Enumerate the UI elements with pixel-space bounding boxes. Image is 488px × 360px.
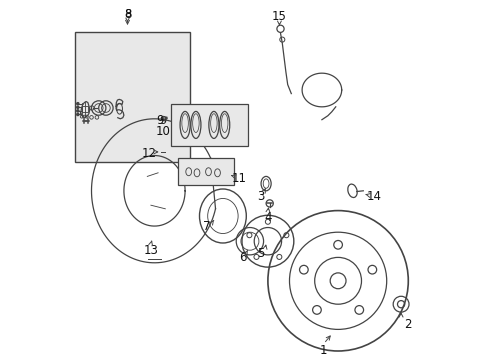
Text: 8: 8: [123, 9, 131, 19]
Text: 3: 3: [257, 190, 264, 203]
Text: 6: 6: [239, 251, 246, 264]
Text: 11: 11: [231, 172, 246, 185]
Text: 15: 15: [271, 10, 285, 23]
Circle shape: [77, 106, 79, 108]
Bar: [170, 104, 247, 146]
Text: 2: 2: [404, 318, 411, 330]
Text: 9: 9: [156, 114, 163, 127]
Text: 5: 5: [257, 247, 264, 260]
Bar: [75, 32, 190, 162]
Circle shape: [77, 113, 79, 116]
Text: 10: 10: [156, 125, 171, 138]
Text: 4: 4: [264, 211, 271, 224]
Text: 12: 12: [142, 147, 156, 159]
Text: 13: 13: [143, 244, 158, 257]
Circle shape: [77, 110, 79, 112]
Text: 1: 1: [319, 345, 327, 357]
Text: 8: 8: [123, 8, 131, 21]
Text: 9: 9: [159, 116, 165, 126]
Bar: [81, 106, 88, 112]
Text: 14: 14: [366, 190, 381, 203]
Text: 7: 7: [203, 220, 210, 233]
Circle shape: [77, 103, 79, 105]
Bar: [178, 158, 233, 185]
